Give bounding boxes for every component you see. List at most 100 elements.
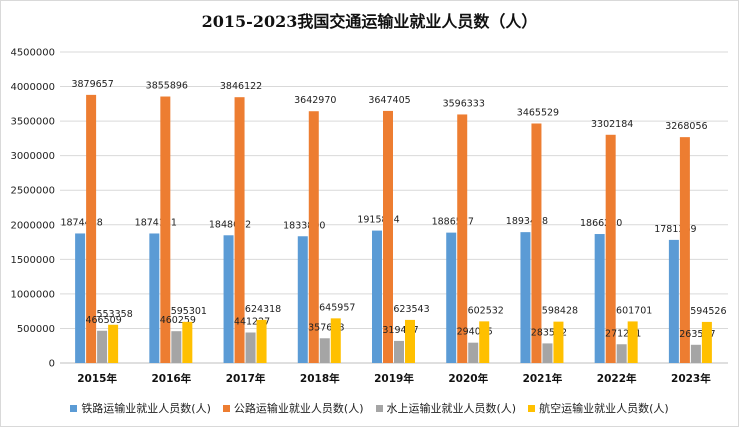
legend-label: 航空运输业就业人员数(人) <box>539 402 669 415</box>
data-label: 623543 <box>393 304 429 315</box>
bar <box>520 232 531 363</box>
bar <box>542 343 553 363</box>
bar <box>531 123 542 363</box>
data-label: 466509 <box>85 315 121 326</box>
data-label: 645957 <box>319 302 355 313</box>
bar <box>594 234 605 363</box>
data-label: 624318 <box>245 304 281 315</box>
x-tick-label: 2022年 <box>597 372 637 385</box>
bar <box>405 319 415 363</box>
bar <box>108 324 119 363</box>
x-tick-label: 2018年 <box>300 372 340 385</box>
data-label: 283592 <box>531 327 567 338</box>
data-label: 1874131 <box>135 217 177 228</box>
bar <box>446 232 457 363</box>
data-label: 271211 <box>605 328 641 339</box>
bar <box>149 233 160 363</box>
bar <box>468 342 479 363</box>
bar <box>605 134 616 363</box>
data-label: 1781369 <box>654 224 696 235</box>
bar <box>616 344 627 363</box>
y-tick-label: 1500000 <box>10 255 55 266</box>
bar <box>394 340 404 363</box>
data-label: 441227 <box>234 317 270 328</box>
chart-title: 2015-2023我国交通运输业就业人员数（人） <box>201 12 538 31</box>
bar <box>479 321 490 363</box>
bar <box>627 321 638 363</box>
data-label: 602532 <box>468 305 504 316</box>
data-label: 3302184 <box>591 119 633 130</box>
legend-label: 铁路运输业就业人员数(人) <box>81 402 211 415</box>
data-label: 1866230 <box>580 218 622 229</box>
bar <box>679 137 690 363</box>
bar <box>245 332 256 363</box>
bar <box>668 239 679 363</box>
chart-legend: 铁路运输业就业人员数(人) 公路运输业就业人员数(人) 水上运输业就业人员数(人) 航… <box>0 400 739 416</box>
y-tick-label: 1000000 <box>10 289 55 300</box>
data-label: 294025 <box>457 327 493 338</box>
y-tick-label: 3500000 <box>10 117 55 128</box>
data-label: 3846122 <box>220 81 262 92</box>
data-label: 3268056 <box>665 121 707 132</box>
bar <box>223 235 234 363</box>
x-tick-label: 2016年 <box>151 372 191 385</box>
bar <box>171 331 182 363</box>
x-tick-label: 2020年 <box>448 372 488 385</box>
x-tick-label: 2017年 <box>226 372 266 385</box>
x-tick-label: 2019年 <box>374 372 414 385</box>
data-label: 598428 <box>542 306 578 317</box>
bar <box>330 318 341 363</box>
data-label: 1874448 <box>60 217 102 228</box>
legend-item: 公路运输业就业人员数(人) <box>222 400 364 416</box>
legend-swatch <box>70 404 78 412</box>
data-label: 3879657 <box>71 79 113 90</box>
bar <box>553 321 564 363</box>
bar <box>182 321 193 363</box>
y-tick-label: 4500000 <box>10 48 55 59</box>
legend-swatch <box>375 404 383 412</box>
data-label: 601701 <box>616 305 652 316</box>
y-tick-label: 500000 <box>17 324 55 335</box>
bar <box>160 96 171 363</box>
data-label: 3855896 <box>146 81 188 92</box>
y-tick-label: 2000000 <box>10 220 55 231</box>
legend-label: 公路运输业就业人员数(人) <box>233 402 364 415</box>
data-label: 594526 <box>690 306 726 317</box>
data-label: 263567 <box>679 329 715 340</box>
legend-swatch <box>222 404 230 412</box>
bar <box>234 97 245 363</box>
x-tick-label: 2015年 <box>77 372 117 385</box>
data-label: 1893458 <box>506 216 548 227</box>
data-label: 3647405 <box>368 95 410 106</box>
data-label: 553358 <box>96 309 132 320</box>
legend-item: 航空运输业就业人员数(人) <box>528 400 669 416</box>
legend-item: 水上运输业就业人员数(人) <box>375 400 517 416</box>
y-tick-label: 0 <box>49 359 55 370</box>
bar <box>75 233 86 363</box>
data-label: 1848032 <box>209 219 251 230</box>
bar <box>383 110 393 363</box>
bar <box>319 338 330 363</box>
data-label: 319477 <box>382 325 418 336</box>
bar <box>308 111 319 364</box>
bar <box>86 94 97 364</box>
data-label: 595301 <box>171 306 207 317</box>
data-label: 460259 <box>160 315 196 326</box>
data-label: 1833800 <box>283 220 325 231</box>
data-label: 3596333 <box>443 98 485 109</box>
bar <box>256 319 267 363</box>
data-label: 357698 <box>308 322 344 333</box>
bar <box>97 330 108 363</box>
legend-item: 铁路运输业就业人员数(人) <box>70 400 211 416</box>
data-label: 1915824 <box>357 215 399 226</box>
bar <box>372 230 382 363</box>
data-label: 3642970 <box>294 95 336 106</box>
data-label: 1886517 <box>432 217 474 228</box>
bar <box>701 321 712 363</box>
x-tick-label: 2021年 <box>523 372 563 385</box>
data-label: 3465529 <box>517 107 559 118</box>
bar <box>690 344 701 363</box>
legend-label: 水上运输业就业人员数(人) <box>386 402 517 415</box>
